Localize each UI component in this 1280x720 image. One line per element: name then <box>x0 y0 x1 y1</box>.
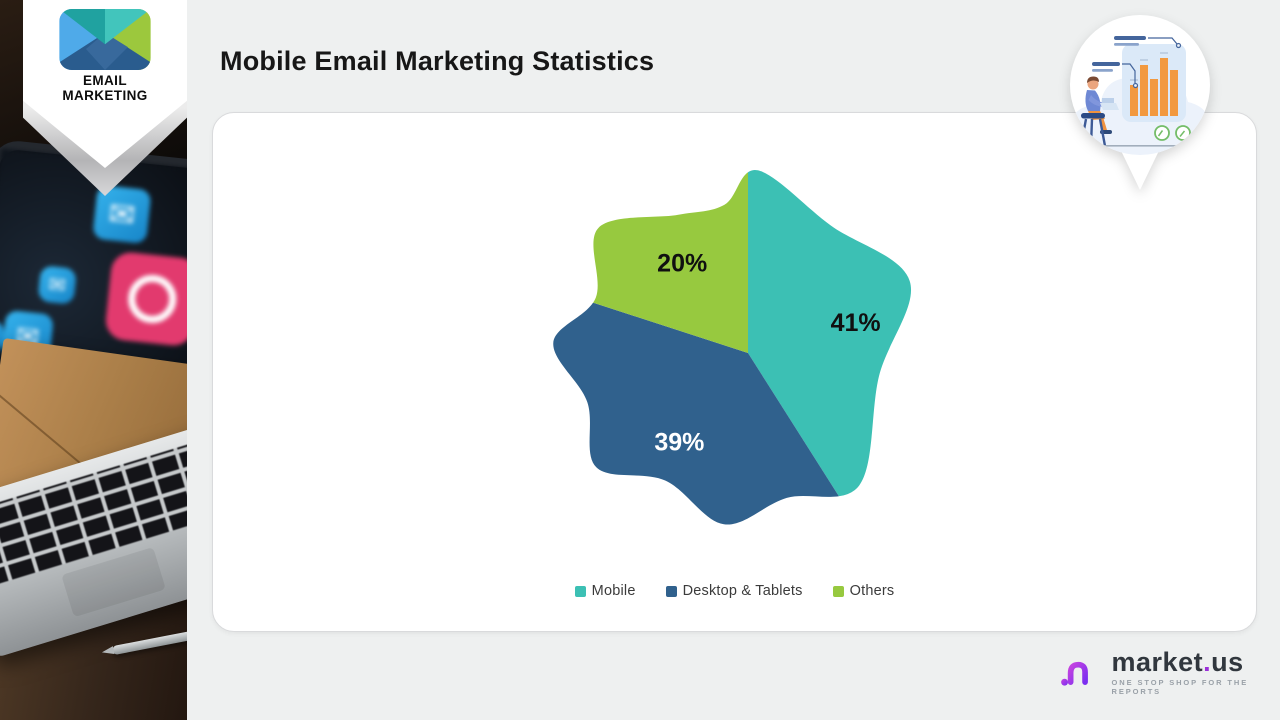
brand-name-suffix: us <box>1211 647 1244 677</box>
brand-name: market.us <box>1112 648 1280 676</box>
bar-ticks <box>1130 52 1168 81</box>
gauge-icons <box>1154 125 1191 141</box>
connector-lines <box>1122 37 1178 83</box>
pie-labels: 41% 39% 20% <box>654 249 880 456</box>
ground-line <box>1070 145 1208 147</box>
badge-line2: MARKETING <box>62 88 148 103</box>
legend-swatch <box>574 585 586 597</box>
pie-slice-mobile <box>748 170 912 525</box>
badge-title: EMAIL MARKETING <box>62 73 147 103</box>
envelope-logo-icon <box>59 9 151 70</box>
page-title: Mobile Email Marketing Statistics <box>220 46 655 76</box>
legend-item: Desktop & Tablets <box>665 583 803 599</box>
brand-icon <box>1061 658 1102 686</box>
legend-item: Mobile <box>574 583 636 599</box>
chart-legend: Mobile Desktop & Tablets Others <box>212 583 1257 599</box>
slice-label: 39% <box>654 429 704 457</box>
slice-label: 41% <box>831 309 881 337</box>
brand-name-dot: . <box>1203 647 1212 677</box>
email-app-icon: ✉ <box>37 265 77 305</box>
pie-slices <box>553 170 912 525</box>
brand-name-main: market <box>1111 647 1204 677</box>
brand-tagline: ONE STOP SHOP FOR THE REPORTS <box>1111 678 1249 696</box>
person-illustration <box>1079 76 1119 147</box>
envelope-glyph: ✉ <box>106 195 138 234</box>
email-app-icon: ✉ <box>92 184 152 245</box>
legend-label: Mobile <box>591 583 636 599</box>
text-lines <box>1092 36 1146 72</box>
slice-label: 20% <box>657 249 707 277</box>
legend-item: Others <box>832 583 895 599</box>
bar-chart-icon <box>1130 58 1178 116</box>
connector-dot <box>1132 82 1139 89</box>
connector-dot <box>1175 42 1182 49</box>
envelope-glyph: ✉ <box>47 272 68 298</box>
pink-app-icon <box>103 250 187 348</box>
brand-logo: market.us ONE STOP SHOP FOR THE REPORTS <box>1060 648 1280 696</box>
analytics-illustration <box>1070 15 1210 190</box>
legend-swatch <box>832 585 844 597</box>
legend-swatch <box>665 585 677 597</box>
badge-line1: EMAIL <box>82 73 127 88</box>
pie-chart: 41% 39% 20% <box>553 170 912 525</box>
legend-label: Desktop & Tablets <box>682 583 803 599</box>
legend-label: Others <box>849 583 895 599</box>
